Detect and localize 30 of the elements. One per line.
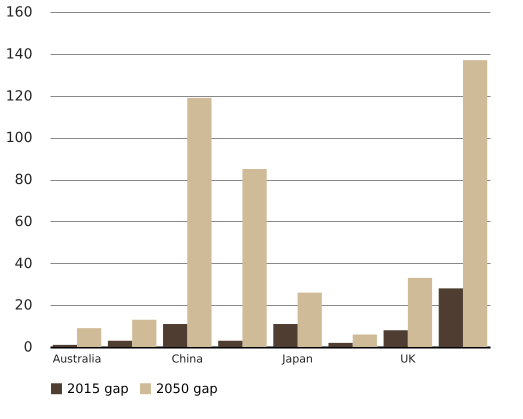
y-tick-label: 160 (6, 4, 32, 20)
bar (273, 324, 298, 347)
y-tick-label: 20 (14, 298, 32, 314)
bar (77, 328, 102, 347)
bar (132, 320, 156, 347)
x-tick-label: UK (400, 352, 416, 366)
y-tick-label: 0 (24, 340, 32, 356)
y-tick-label: 140 (6, 46, 32, 62)
bar (408, 278, 432, 347)
x-tick-label: China (172, 352, 204, 366)
bar (218, 340, 242, 347)
bar (352, 334, 377, 347)
bar (384, 330, 408, 347)
y-tick-label: 100 (6, 130, 32, 146)
legend-label: 2015 gap (67, 382, 129, 397)
bar (328, 342, 353, 347)
bar (298, 292, 322, 347)
y-tick-label: 120 (6, 88, 32, 104)
y-tick-label: 40 (14, 256, 32, 272)
y-tick-label: 80 (14, 172, 32, 188)
bar (187, 98, 212, 347)
bar (108, 340, 132, 347)
x-tick-label: Australia (52, 352, 102, 366)
y-tick-label: 60 (14, 214, 32, 230)
bar (438, 288, 463, 347)
bar (462, 60, 488, 347)
bar (242, 169, 267, 347)
bar (163, 324, 188, 347)
x-tick-label: Japan (281, 352, 313, 366)
legend-label: 2050 gap (156, 382, 218, 397)
